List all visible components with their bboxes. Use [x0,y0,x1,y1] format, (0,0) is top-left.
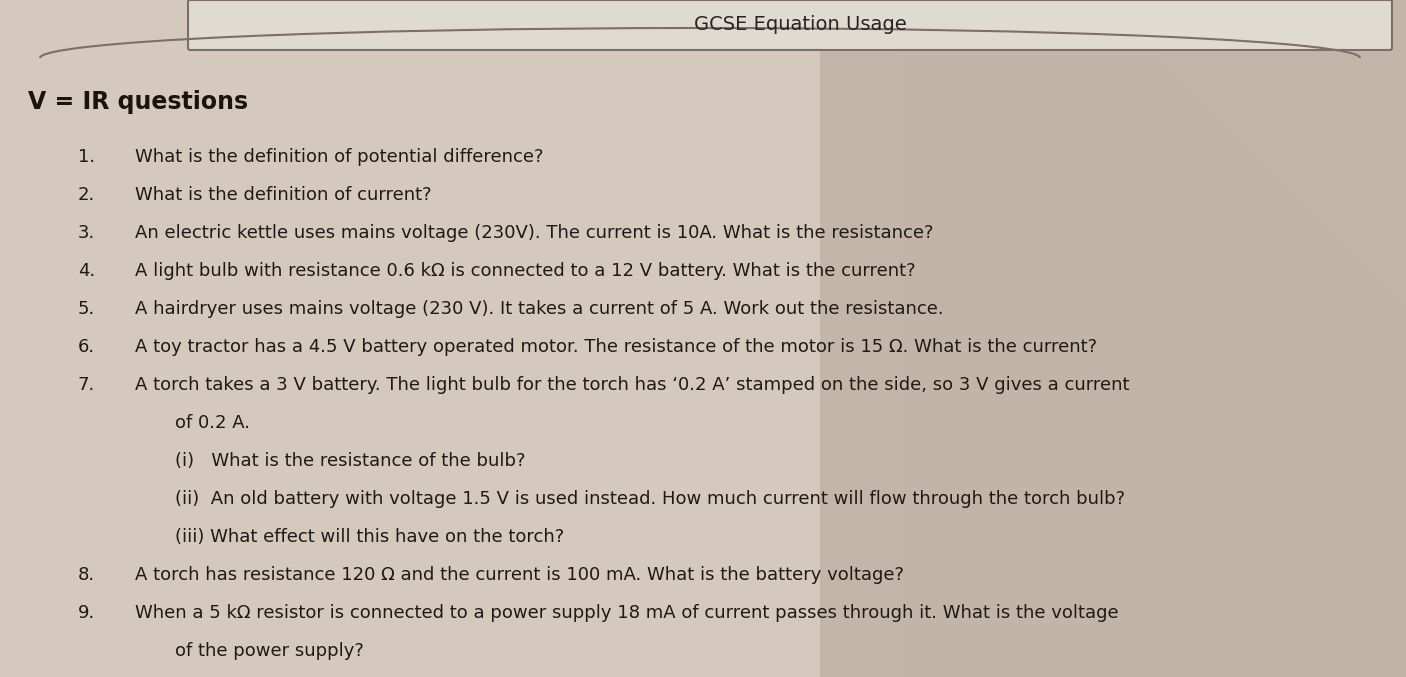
Text: A light bulb with resistance 0.6 kΩ is connected to a 12 V battery. What is the : A light bulb with resistance 0.6 kΩ is c… [135,262,915,280]
Text: 8.: 8. [77,566,96,584]
Text: A torch has resistance 120 Ω and the current is 100 mA. What is the battery volt: A torch has resistance 120 Ω and the cur… [135,566,904,584]
Text: A hairdryer uses mains voltage (230 V). It takes a current of 5 A. Work out the : A hairdryer uses mains voltage (230 V). … [135,300,943,318]
Text: V = IR questions: V = IR questions [28,90,247,114]
Text: 2.: 2. [77,186,96,204]
Text: An electric kettle uses mains voltage (230V). The current is 10A. What is the re: An electric kettle uses mains voltage (2… [135,224,934,242]
Text: (ii)  An old battery with voltage 1.5 V is used instead. How much current will f: (ii) An old battery with voltage 1.5 V i… [174,490,1125,508]
Polygon shape [820,0,1406,677]
Text: GCSE Equation Usage: GCSE Equation Usage [693,16,907,35]
Text: 5.: 5. [77,300,96,318]
Text: A torch takes a 3 V battery. The light bulb for the torch has ‘0.2 A’ stamped on: A torch takes a 3 V battery. The light b… [135,376,1129,394]
Text: of the power supply?: of the power supply? [174,642,364,660]
Text: 6.: 6. [77,338,96,356]
Text: 3.: 3. [77,224,96,242]
Text: 1.: 1. [77,148,96,166]
Text: of 0.2 A.: of 0.2 A. [174,414,250,432]
Text: What is the definition of potential difference?: What is the definition of potential diff… [135,148,544,166]
Text: 4.: 4. [77,262,96,280]
Text: A toy tractor has a 4.5 V battery operated motor. The resistance of the motor is: A toy tractor has a 4.5 V battery operat… [135,338,1097,356]
Polygon shape [900,0,1406,677]
Text: 9.: 9. [77,604,96,622]
Text: (i)   What is the resistance of the bulb?: (i) What is the resistance of the bulb? [174,452,526,470]
Text: What is the definition of current?: What is the definition of current? [135,186,432,204]
Text: When a 5 kΩ resistor is connected to a power supply 18 mA of current passes thro: When a 5 kΩ resistor is connected to a p… [135,604,1119,622]
Text: (iii) What effect will this have on the torch?: (iii) What effect will this have on the … [174,528,564,546]
Text: 7.: 7. [77,376,96,394]
FancyBboxPatch shape [188,0,1392,50]
